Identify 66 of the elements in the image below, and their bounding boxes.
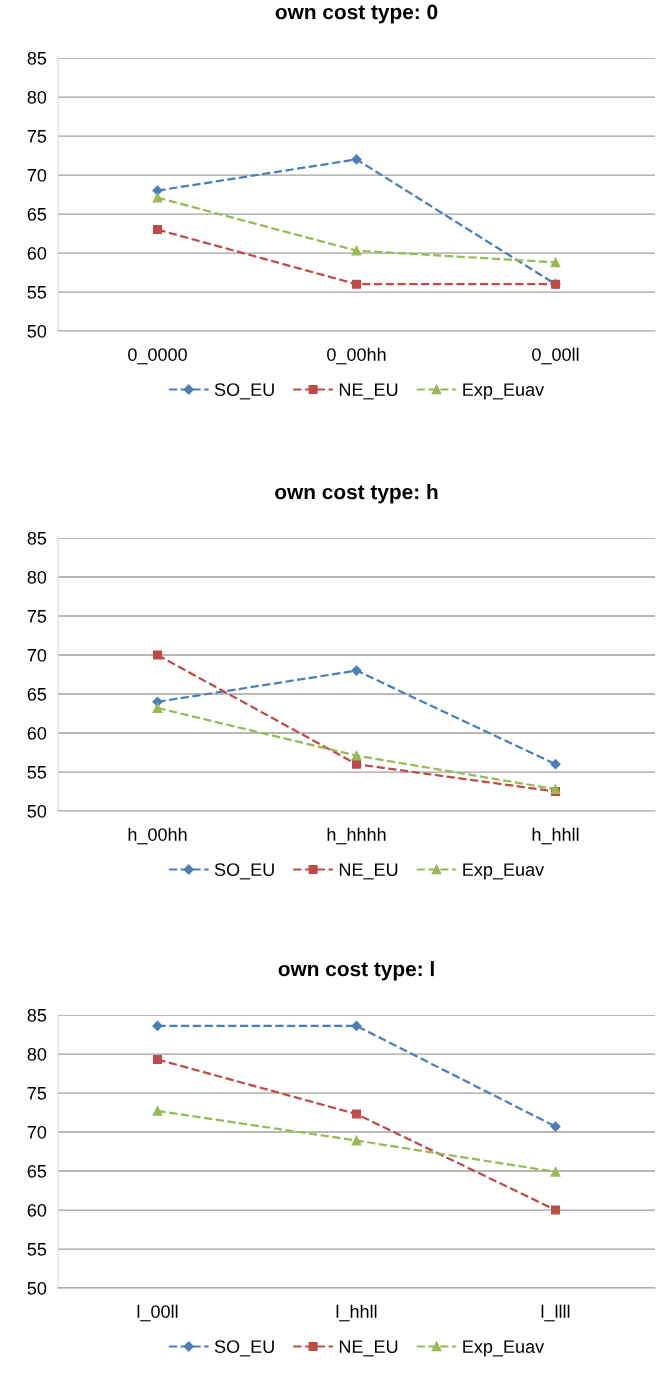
y-tick-label: 75 xyxy=(27,130,47,143)
y-tick-label: 55 xyxy=(27,766,47,779)
y-tick-label: 85 xyxy=(27,51,47,65)
y-tick-label: 70 xyxy=(27,1125,47,1139)
point xyxy=(550,759,561,770)
y-tick-label: 65 xyxy=(27,207,47,221)
x-tick-label: 0_00hh xyxy=(327,347,386,365)
point xyxy=(351,665,362,676)
point xyxy=(351,279,362,289)
point xyxy=(351,1109,362,1119)
y-tick-label: 85 xyxy=(27,1008,47,1022)
y-tick-label: 75 xyxy=(27,610,47,623)
y-tick-label: 50 xyxy=(27,804,47,818)
point xyxy=(152,703,163,713)
chart-title: own cost type: l xyxy=(278,961,434,981)
point xyxy=(351,750,362,761)
legend-label: Exp_Euav xyxy=(463,383,545,400)
point xyxy=(152,1054,163,1064)
y-tick-label: 80 xyxy=(27,1047,47,1061)
y-tick-label: 60 xyxy=(27,726,47,740)
y-tick-label: 50 xyxy=(27,324,47,338)
x-tick-label: 0_0000 xyxy=(128,348,187,365)
legend-label: SO_EU xyxy=(214,863,274,880)
y-tick-label: 55 xyxy=(27,1243,47,1256)
chart-title: own cost type: h xyxy=(275,484,438,504)
x-tick-label: l_hhll xyxy=(336,1304,377,1322)
legend-label: Exp_Euav xyxy=(463,1340,545,1357)
y-tick-label: 50 xyxy=(27,1281,47,1295)
y-tick-label: 80 xyxy=(27,570,47,584)
legend-label: SO_EU xyxy=(214,1340,274,1357)
y-tick-label: 70 xyxy=(27,168,47,182)
chart-title: own cost type: 0 xyxy=(275,4,438,24)
legend-label: NE_EU xyxy=(339,383,398,400)
x-tick-label: h_hhll xyxy=(532,827,579,845)
point xyxy=(550,1205,561,1215)
point xyxy=(550,1121,561,1132)
legend-label: SO_EU xyxy=(214,383,274,400)
x-tick-label: 0_00ll xyxy=(532,347,579,365)
point xyxy=(152,185,163,196)
x-tick-label: h_hhhh xyxy=(327,827,386,845)
y-tick-label: 60 xyxy=(27,246,47,260)
point xyxy=(152,1020,163,1032)
legend-label: Exp_Euav xyxy=(463,863,545,880)
point xyxy=(550,257,561,268)
y-tick-label: 55 xyxy=(27,286,47,299)
y-tick-label: 65 xyxy=(27,687,47,701)
point xyxy=(351,154,362,165)
point xyxy=(152,192,163,203)
y-tick-label: 70 xyxy=(27,648,47,662)
x-tick-label: l_llll xyxy=(541,1304,570,1322)
point xyxy=(550,1166,561,1177)
point xyxy=(351,759,362,769)
y-tick-label: 60 xyxy=(27,1203,47,1217)
point xyxy=(351,245,362,256)
y-tick-label: 85 xyxy=(27,531,47,545)
x-tick-label: l_00ll xyxy=(137,1304,178,1322)
point xyxy=(152,225,163,235)
y-tick-label: 65 xyxy=(27,1164,47,1178)
x-tick-label: h_00hh xyxy=(128,827,187,845)
point xyxy=(152,1106,163,1116)
legend-label: NE_EU xyxy=(339,863,398,880)
point xyxy=(351,1135,362,1146)
y-tick-label: 75 xyxy=(27,1087,47,1100)
point xyxy=(152,650,163,660)
legend-label: NE_EU xyxy=(339,1340,398,1357)
y-tick-label: 80 xyxy=(27,90,47,104)
